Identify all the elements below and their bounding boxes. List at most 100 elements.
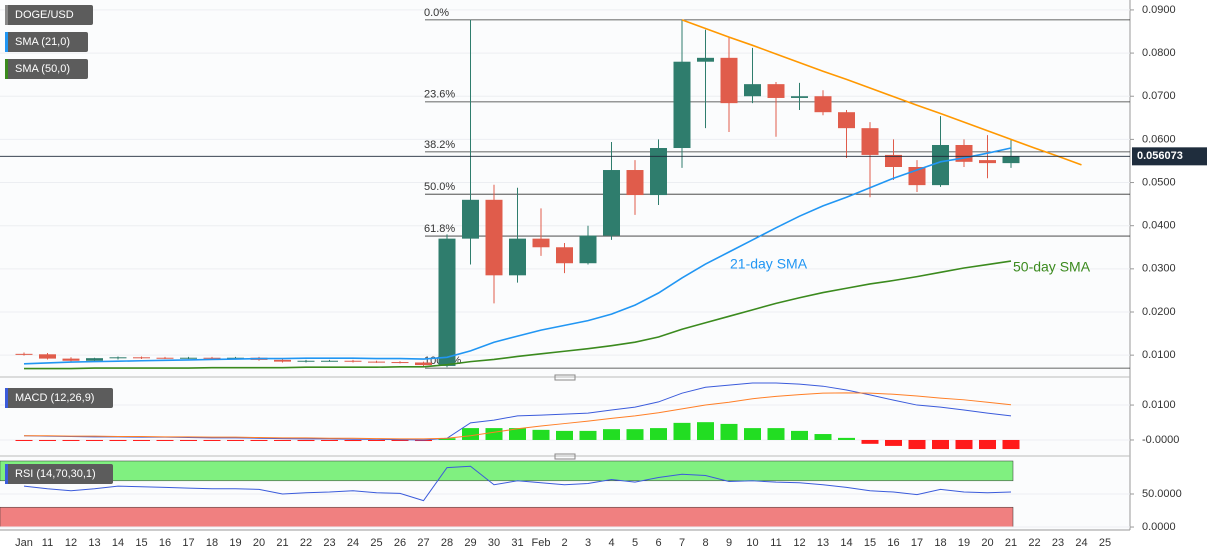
fib-label: 38.2%: [424, 139, 455, 151]
histogram-bar: [955, 439, 973, 450]
histogram-bar: [180, 439, 197, 441]
histogram-bar: [603, 429, 620, 440]
histogram-bar: [485, 428, 503, 440]
x-tick-label: 20: [981, 537, 993, 549]
x-tick-label: 12: [65, 537, 77, 549]
candle-body: [603, 170, 620, 236]
legend-box: [5, 388, 113, 408]
x-tick-label: 11: [770, 537, 781, 549]
line-series: [681, 19, 1082, 166]
histogram-bar: [556, 430, 573, 440]
x-tick-label: 4: [608, 537, 614, 549]
histogram-bar: [838, 437, 855, 440]
last-price-box: [1132, 147, 1207, 166]
histogram-bar: [744, 428, 761, 440]
legend-label: SMA (50,0): [15, 63, 70, 75]
histogram-bar: [368, 439, 385, 441]
candle-body: [415, 362, 432, 366]
histogram-bar: [509, 428, 526, 440]
histogram-bar: [462, 428, 479, 440]
x-tick-label: 14: [840, 537, 852, 549]
legend-swatch: [5, 388, 8, 408]
line-series: [23, 382, 1012, 441]
resize-handle[interactable]: [554, 453, 576, 460]
x-tick-label: 6: [655, 537, 661, 549]
rsi-band: [0, 506, 1014, 528]
candle-body: [885, 154, 902, 168]
candle-body: [274, 359, 291, 362]
x-tick-label: 13: [88, 537, 100, 549]
fib-label: 50.0%: [424, 181, 455, 193]
candle-body: [744, 84, 761, 97]
legend-box: [5, 59, 88, 79]
fib-label: 23.6%: [424, 89, 455, 101]
candle-body: [861, 128, 879, 155]
y-tick-label: 0.0400: [1142, 220, 1176, 232]
histogram-bar: [650, 428, 667, 440]
candle-body: [767, 84, 785, 98]
candle-body: [133, 357, 150, 359]
histogram-bar: [791, 430, 808, 440]
candle-body: [86, 358, 103, 361]
legend-label: SMA (21,0): [15, 36, 70, 48]
candle-body: [697, 57, 714, 62]
line-series: [23, 147, 1012, 365]
candle-body: [62, 358, 80, 361]
candle-body: [532, 238, 550, 248]
x-tick-label: 12: [793, 537, 805, 549]
histogram-bar: [767, 428, 785, 440]
x-tick-label: 19: [229, 537, 241, 549]
histogram-bar: [297, 439, 315, 442]
x-tick-label: 11: [42, 537, 53, 549]
histogram-bar: [1002, 439, 1020, 450]
x-tick-label: 21: [1005, 537, 1017, 549]
x-tick-label: 29: [464, 537, 476, 549]
histogram-bar: [39, 439, 56, 441]
histogram-bar: [62, 439, 80, 441]
x-tick-label: 16: [887, 537, 899, 549]
candle-body: [368, 361, 385, 363]
candle-body: [673, 61, 691, 149]
histogram-bar: [227, 439, 244, 441]
candle-body: [297, 360, 315, 362]
x-tick-label: 5: [632, 537, 638, 549]
histogram-bar: [932, 439, 949, 450]
candle-body: [180, 357, 197, 359]
y-tick-label: 0.0000: [1142, 521, 1176, 533]
x-tick-label: Jan: [15, 537, 33, 549]
y-tick-label: 0.0200: [1142, 306, 1176, 318]
resize-handle[interactable]: [554, 374, 576, 381]
x-tick-label: 9: [726, 537, 732, 549]
x-tick-label: 8: [702, 537, 708, 549]
candle-body: [109, 357, 127, 359]
candle-body: [203, 357, 221, 359]
candle-body: [932, 144, 949, 186]
histogram-bar: [697, 422, 714, 440]
x-tick-label: 17: [182, 537, 194, 549]
histogram-bar: [203, 439, 221, 441]
y-tick-label: 0.0500: [1142, 176, 1176, 188]
histogram-bar: [109, 439, 127, 441]
histogram-bar: [133, 439, 150, 441]
candle-body: [15, 353, 33, 355]
x-tick-label: 3: [585, 537, 591, 549]
histogram-bar: [885, 439, 902, 446]
line-series: [24, 392, 1012, 440]
y-tick-label: 0.0900: [1142, 4, 1176, 16]
x-tick-label: 18: [206, 537, 218, 549]
x-tick-label: 16: [159, 537, 171, 549]
histogram-bar: [979, 439, 996, 450]
x-tick-label: 22: [1028, 537, 1040, 549]
y-tick-label: 0.0800: [1142, 47, 1176, 59]
candle-body: [391, 362, 409, 364]
y-tick-label: 0.0600: [1142, 133, 1176, 145]
x-tick-label: 15: [135, 537, 147, 549]
candle-body: [39, 354, 56, 359]
x-tick-label: 28: [441, 537, 453, 549]
x-tick-label: 27: [417, 537, 429, 549]
histogram-bar: [908, 439, 926, 450]
candle-body: [1002, 156, 1020, 164]
legend-swatch: [5, 5, 8, 25]
histogram-bar: [391, 439, 409, 441]
